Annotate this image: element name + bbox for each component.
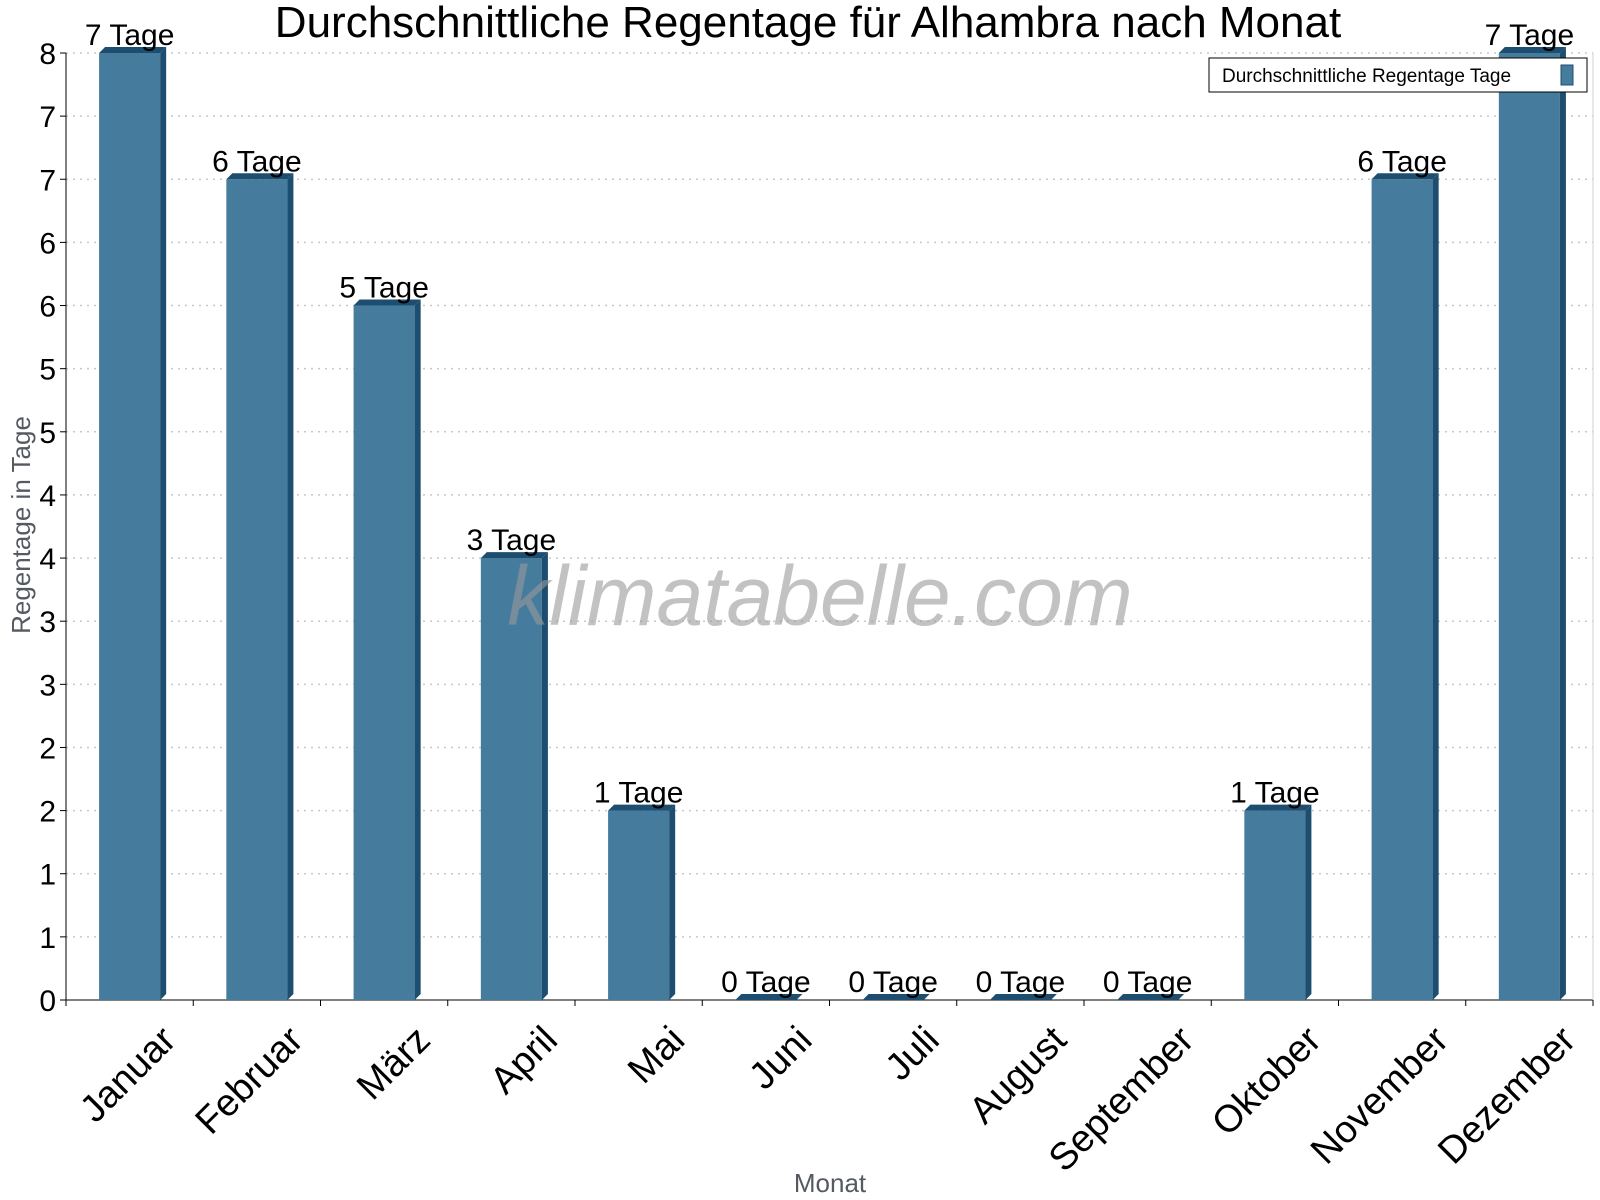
y-tick-label: 6	[39, 227, 56, 260]
bar-side	[287, 173, 294, 1000]
bar	[862, 994, 930, 1000]
x-tick-label: November	[1303, 1019, 1457, 1173]
legend-box	[1208, 57, 1588, 93]
bar	[608, 804, 676, 1000]
y-axis-title: Regentage in Tage	[6, 416, 36, 634]
bar	[353, 299, 421, 1000]
bar-data-label: 0 Tage	[1103, 966, 1193, 999]
x-tick-label: Dezember	[1430, 1019, 1584, 1173]
bar-top	[226, 173, 294, 180]
gridlines	[66, 52, 1593, 938]
bar-face	[1371, 179, 1433, 1000]
bar-top	[862, 994, 930, 1000]
x-tick-label: April	[482, 1019, 565, 1102]
y-tick-label: 7	[39, 101, 56, 134]
bar-face	[608, 810, 670, 1000]
x-tick-label: März	[349, 1019, 438, 1108]
y-tick-label: 3	[39, 606, 56, 639]
y-tick-label: 5	[39, 354, 56, 387]
y-tick-label: 7	[39, 164, 56, 197]
bar-data-label: 6 Tage	[212, 145, 302, 178]
bar-side	[414, 299, 421, 1000]
bar-top	[1244, 804, 1312, 811]
x-axis-title: Monat	[794, 1168, 867, 1198]
bar-face	[1244, 810, 1306, 1000]
bar	[735, 994, 803, 1000]
bar-face	[353, 305, 415, 1000]
chart-title: Durchschnittliche Regentage für Alhambra…	[275, 0, 1341, 47]
bar-data-label: 7 Tage	[1485, 19, 1575, 52]
bar-top	[1371, 173, 1439, 180]
bar	[99, 47, 167, 1000]
y-tick-label: 6	[39, 291, 56, 324]
bar	[1371, 173, 1439, 1000]
bar	[1498, 47, 1566, 1000]
bar-data-label: 5 Tage	[339, 272, 429, 305]
bar-data-label: 0 Tage	[976, 966, 1066, 999]
y-tick-label: 8	[39, 38, 56, 71]
x-tick-label: Mai	[620, 1019, 693, 1092]
y-tick-label: 0	[39, 985, 56, 1018]
y-tick-label: 1	[39, 859, 56, 892]
y-tick-label: 4	[39, 480, 56, 513]
bar-data-label: 6 Tage	[1357, 145, 1447, 178]
bar-data-label: 0 Tage	[721, 966, 811, 999]
legend: Durchschnittliche Regentage Tage	[1208, 57, 1588, 93]
bar-side	[160, 47, 167, 1000]
x-tick-label: Februar	[188, 1019, 312, 1143]
bar-data-label: 1 Tage	[594, 777, 684, 810]
bar	[1244, 804, 1312, 1000]
bar-data-label: 0 Tage	[848, 966, 938, 999]
bar-top	[99, 47, 167, 53]
bar-side	[1432, 173, 1439, 1000]
bar-side	[1559, 47, 1566, 1000]
bar-top	[480, 552, 548, 559]
legend-swatch	[1560, 64, 1574, 86]
legend-label: Durchschnittliche Regentage Tage	[1222, 66, 1511, 87]
bar-series	[99, 47, 1566, 1000]
watermark: klimatabelle.com	[507, 549, 1133, 643]
bar	[226, 173, 294, 1000]
bar	[480, 552, 548, 1000]
bar-top	[1117, 994, 1185, 1000]
y-tick-label: 2	[39, 796, 56, 829]
bar-face	[1498, 53, 1560, 1000]
x-tick-label: Januar	[72, 1019, 184, 1131]
bar	[989, 994, 1057, 1000]
x-tick-label: Juli	[878, 1019, 948, 1089]
x-tick-label: Oktober	[1204, 1019, 1330, 1145]
y-axis: 0 1 1 2 2 3 3 4 4 5 5 6 6 7 7 8	[39, 38, 67, 1018]
bar-data-label: 1 Tage	[1230, 777, 1320, 810]
bar-top	[735, 994, 803, 1000]
y-tick-label: 1	[39, 922, 56, 955]
y-tick-label: 5	[39, 417, 56, 450]
bar-data-label: 7 Tage	[85, 19, 175, 52]
y-tick-label: 3	[39, 669, 56, 702]
bar-top	[989, 994, 1057, 1000]
bar-top	[608, 804, 676, 811]
bar-side	[1305, 804, 1312, 1000]
bar-side	[669, 804, 676, 1000]
bar-face	[226, 179, 288, 1000]
bar-face	[99, 53, 161, 1000]
bar-top	[353, 299, 421, 306]
bar-face	[480, 558, 542, 1000]
x-tick-label: August	[962, 1019, 1076, 1133]
data-labels: 7 Tage 6 Tage 5 Tage 3 Tage 1 Tage 0 Tage 0 Ta…	[85, 19, 1574, 999]
y-tick-label: 4	[39, 543, 56, 576]
bar	[1117, 994, 1185, 1000]
bar-side	[541, 552, 548, 1000]
bar-data-label: 3 Tage	[467, 524, 557, 557]
x-tick-label: Juni	[741, 1019, 820, 1098]
bar-top	[1498, 47, 1566, 53]
y-tick-label: 2	[39, 732, 56, 765]
